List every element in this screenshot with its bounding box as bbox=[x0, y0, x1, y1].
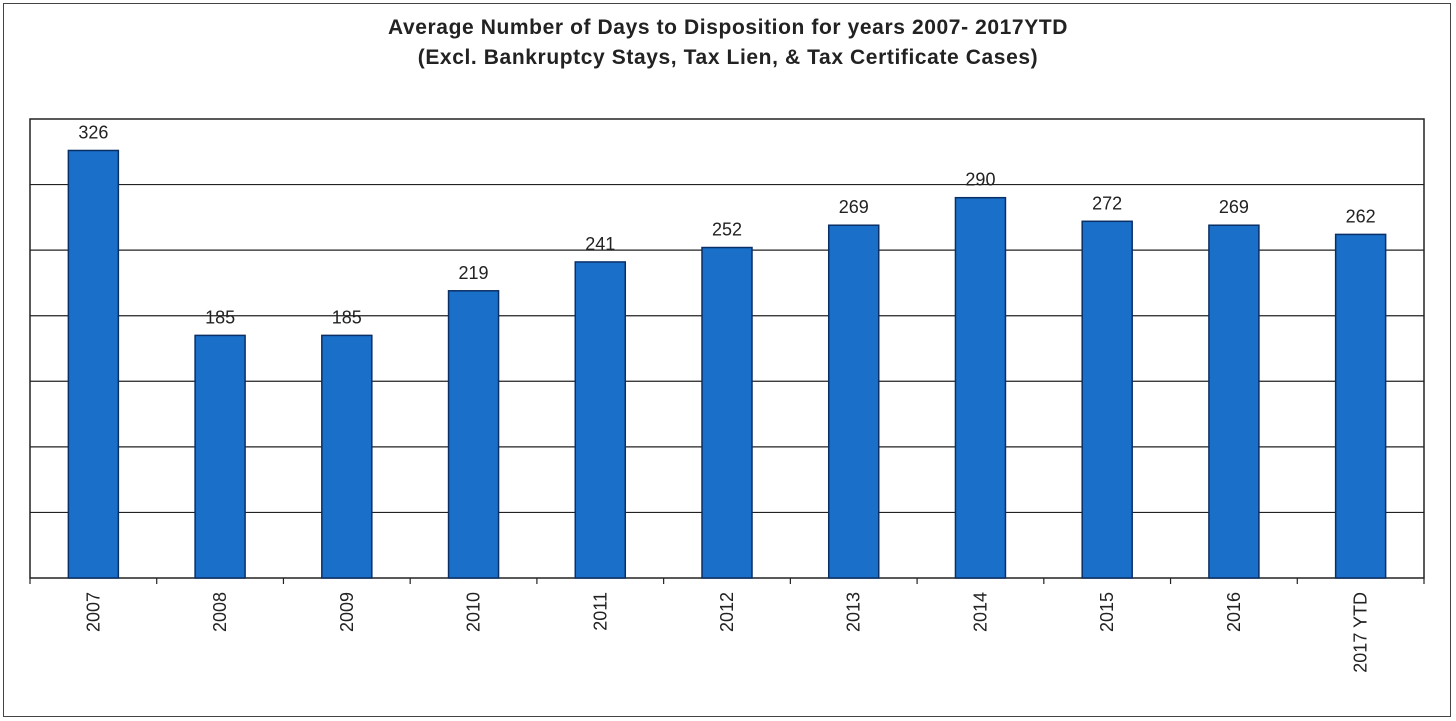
data-label: 185 bbox=[205, 307, 235, 327]
x-tick-label: 2011 bbox=[590, 592, 610, 631]
data-label: 290 bbox=[965, 170, 995, 190]
chart-subtitle: (Excl. Bankruptcy Stays, Tax Lien, & Tax… bbox=[417, 46, 1039, 69]
bar bbox=[1334, 233, 1387, 579]
x-tick-label: 2016 bbox=[1224, 592, 1244, 632]
data-label: 269 bbox=[1219, 197, 1249, 217]
chart-title: Average Number of Days to Disposition fo… bbox=[387, 16, 1069, 39]
data-label: 219 bbox=[459, 263, 489, 283]
x-tick-label: 2009 bbox=[337, 592, 357, 632]
bar bbox=[827, 224, 880, 579]
bar bbox=[194, 334, 246, 579]
x-tick-label: 2008 bbox=[210, 592, 230, 632]
x-tick-label: 2007 bbox=[83, 592, 103, 632]
data-label: 241 bbox=[585, 234, 615, 254]
data-label: 269 bbox=[839, 197, 869, 217]
data-label: 262 bbox=[1346, 206, 1376, 226]
x-tick-label: 2017 YTD bbox=[1351, 592, 1371, 673]
bar bbox=[701, 246, 753, 579]
bar bbox=[1208, 224, 1260, 579]
data-label: 252 bbox=[712, 220, 742, 240]
x-tick-label: 2013 bbox=[844, 592, 864, 632]
x-tick-label: 2015 bbox=[1097, 592, 1117, 632]
bar bbox=[1081, 220, 1133, 579]
bar bbox=[954, 196, 1007, 579]
data-label: 185 bbox=[332, 307, 362, 327]
bar bbox=[447, 290, 500, 579]
bar bbox=[321, 334, 373, 579]
x-tick-label: 2010 bbox=[464, 592, 484, 632]
x-tick-label: 2012 bbox=[717, 592, 737, 632]
data-label: 272 bbox=[1092, 193, 1122, 213]
data-label: 326 bbox=[78, 122, 108, 142]
x-tick-label: 2014 bbox=[970, 592, 990, 632]
bar bbox=[574, 261, 627, 579]
bar bbox=[67, 149, 120, 579]
